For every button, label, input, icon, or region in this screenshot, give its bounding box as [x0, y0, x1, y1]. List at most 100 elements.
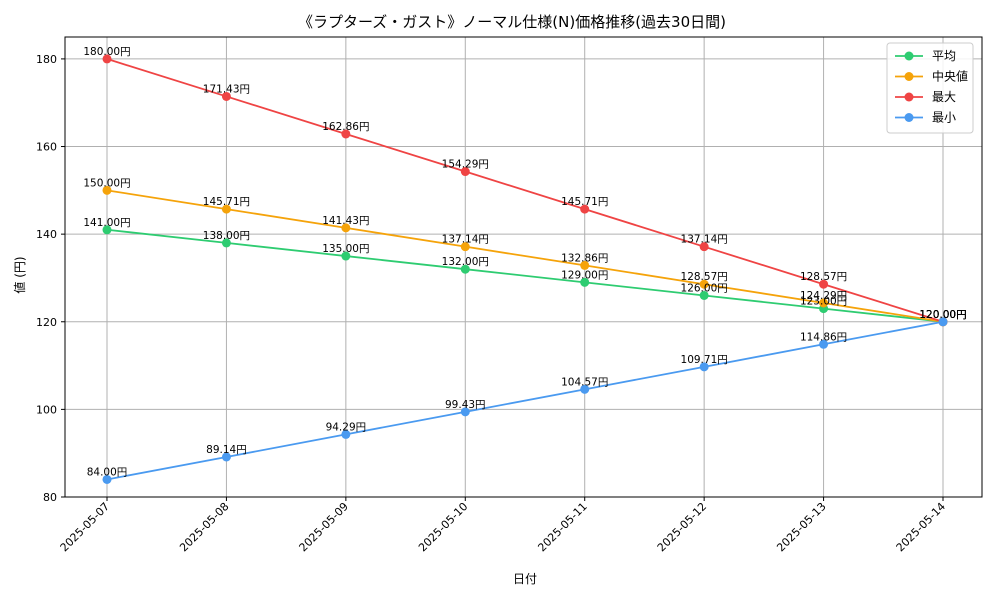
- data-label: 162.86円: [322, 121, 369, 133]
- legend-item: 最大: [895, 90, 956, 104]
- data-label: 135.00円: [322, 243, 369, 255]
- series-layer: [102, 54, 948, 484]
- series-line: [106, 320, 944, 481]
- data-point: [819, 279, 829, 289]
- legend-label: 最大: [932, 90, 956, 104]
- x-tick-label: 2025-05-07: [58, 500, 112, 554]
- data-label: 114.86円: [800, 331, 847, 343]
- y-tick-label: 180: [36, 53, 57, 66]
- legend-swatch-marker: [904, 113, 914, 122]
- series-3: [102, 317, 948, 484]
- data-label: 104.57円: [561, 376, 608, 388]
- data-label: 120.00円: [919, 309, 966, 321]
- data-point: [580, 384, 590, 394]
- series-line: [106, 228, 944, 323]
- legend-label: 平均: [932, 49, 956, 63]
- data-point: [460, 407, 470, 417]
- data-point: [699, 290, 709, 300]
- data-label: 89.14円: [206, 444, 247, 456]
- data-label: 132.00円: [442, 256, 489, 268]
- legend-item: 平均: [895, 49, 956, 63]
- data-point: [102, 185, 112, 195]
- legend-label: 最小: [932, 111, 956, 125]
- data-point: [580, 204, 590, 214]
- y-tick-label: 120: [36, 316, 57, 329]
- data-label: 128.57円: [800, 271, 847, 283]
- data-label: 141.00円: [83, 217, 130, 229]
- data-label: 84.00円: [87, 466, 128, 478]
- x-tick-label: 2025-05-10: [416, 500, 470, 554]
- grid: [65, 37, 982, 498]
- data-point: [221, 452, 231, 462]
- data-point: [102, 54, 112, 64]
- data-point: [580, 260, 590, 270]
- data-label: 132.86円: [561, 252, 608, 264]
- series-line: [106, 189, 944, 323]
- data-label: 145.71円: [561, 196, 608, 208]
- plot-frame: [64, 36, 983, 498]
- data-point: [221, 91, 231, 101]
- data-point: [341, 129, 351, 139]
- data-label: 171.43円: [203, 83, 250, 95]
- data-point: [819, 298, 829, 308]
- data-point: [460, 242, 470, 252]
- data-label: 154.29円: [442, 159, 489, 171]
- legend-swatch-marker: [904, 92, 914, 102]
- data-label: 138.00円: [203, 230, 250, 242]
- data-point: [938, 317, 948, 327]
- data-label: 124.29円: [800, 290, 847, 302]
- x-tick-label: 2025-05-13: [774, 500, 828, 554]
- data-label: 94.29円: [326, 421, 367, 433]
- legend-swatch-marker: [904, 51, 914, 61]
- y-tick-label: 160: [36, 141, 57, 154]
- y-axis-label: 値 (円): [12, 256, 27, 293]
- data-labels: 141.00円 138.00円 135.00円 132.00円 129.00円 126.0…: [83, 46, 966, 479]
- data-label: 137.14円: [681, 234, 728, 246]
- x-tick-label: 2025-05-08: [177, 500, 231, 554]
- y-axis: 80 100 120 140 160 180: [36, 53, 65, 504]
- legend-label: 中央値: [932, 69, 968, 84]
- y-tick-label: 80: [43, 491, 57, 504]
- data-label: 109.71円: [681, 354, 728, 366]
- series-line: [106, 58, 944, 323]
- data-point: [102, 474, 112, 484]
- data-point: [580, 277, 590, 287]
- chart-title: 《ラプターズ・ガスト》ノーマル仕様(N)価格推移(過去30日間): [298, 13, 726, 31]
- data-point: [341, 429, 351, 439]
- data-point: [819, 339, 829, 349]
- x-axis: 2025-05-07 2025-05-08 2025-05-09 2025-05-10…: [58, 497, 948, 554]
- data-label: 123.00円: [800, 296, 847, 308]
- data-label: 129.00円: [561, 269, 608, 281]
- data-label: 99.43円: [445, 399, 486, 411]
- data-point: [699, 279, 709, 289]
- y-tick-label: 140: [36, 228, 57, 241]
- data-label: 120.00円: [919, 309, 966, 321]
- data-label: 126.00円: [681, 282, 728, 294]
- data-point: [102, 225, 112, 235]
- y-tick-label: 100: [36, 403, 57, 416]
- data-label: 141.43円: [322, 215, 369, 227]
- x-tick-label: 2025-05-14: [894, 500, 948, 554]
- x-tick-label: 2025-05-11: [535, 500, 589, 554]
- legend-item: 最小: [895, 111, 956, 125]
- data-label: 120.00円: [919, 309, 966, 321]
- legend-swatch-marker: [904, 72, 914, 81]
- data-label: 150.00円: [83, 177, 130, 189]
- data-point: [699, 362, 709, 372]
- data-point: [221, 204, 231, 214]
- legend-item: 中央値: [895, 69, 968, 84]
- data-label: 128.57円: [681, 271, 728, 283]
- data-label: 120.00円: [919, 309, 966, 321]
- data-label: 145.71円: [203, 196, 250, 208]
- data-label: 180.00円: [83, 46, 130, 58]
- x-axis-label: 日付: [513, 572, 537, 586]
- data-point: [221, 238, 231, 248]
- data-point: [460, 264, 470, 274]
- data-point: [341, 223, 351, 233]
- x-tick-label: 2025-05-12: [655, 500, 709, 554]
- data-label: 137.14円: [442, 234, 489, 246]
- data-point: [460, 167, 470, 177]
